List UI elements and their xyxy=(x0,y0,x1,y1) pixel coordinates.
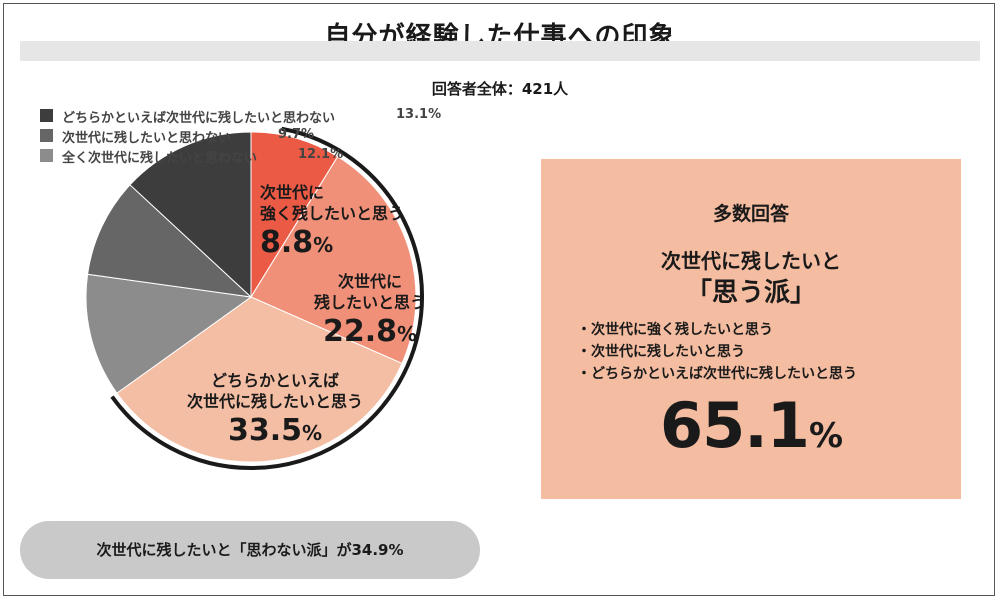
pie-label-line: 次世代に xyxy=(337,272,402,291)
summary-box: 多数回答 次世代に残したいと 「思う派」 ・次世代に強く残したいと思う ・次世代… xyxy=(541,159,961,499)
pie-slice-not-at-all xyxy=(85,273,253,394)
pie-value-unit: % xyxy=(313,233,334,257)
pie-label-line: 残したいと思う xyxy=(313,293,426,312)
summary-list-item: ・次世代に強く残したいと思う xyxy=(577,322,773,338)
pie-value-unit: % xyxy=(396,322,418,346)
legend-label: どちらかといえば次世代に残したいと思わない xyxy=(62,111,336,126)
pie-slice-want xyxy=(250,155,417,365)
pie-label-line: 次世代に残したいと思う xyxy=(186,392,363,411)
chart-subtitle: 回答者全体：421人 xyxy=(431,80,569,98)
pie-label-line: どちらかといえば xyxy=(210,371,339,390)
legend-label: 次世代に残したいと思わない xyxy=(62,131,232,146)
legend-value: 13.1% xyxy=(396,107,442,122)
legend-label: 全く次世代に残したいと思わない xyxy=(62,151,258,166)
pie-value-unit: % xyxy=(301,421,323,445)
pie-slice-somewhat xyxy=(116,296,403,463)
summary-list: ・次世代に強く残したいと思う ・次世代に残したいと思う ・どちらかといえば次世代… xyxy=(577,319,857,385)
pie-label-line: 強く残したいと思う xyxy=(260,204,405,223)
pie-slice-somewhat-not xyxy=(129,131,252,299)
pie-label-line: 次世代に xyxy=(260,183,325,202)
summary-list-item: ・どちらかといえば次世代に残したいと思う xyxy=(577,366,857,382)
legend-value: 9.7% xyxy=(278,127,315,142)
summary-line2: 「思う派」 xyxy=(685,278,816,308)
summary-total: 65.1% xyxy=(541,389,961,462)
bottom-note: 次世代に残したいと「思わない派」が34.9% xyxy=(20,521,480,579)
pie-outer-arc xyxy=(110,126,424,470)
summary-total-unit: % xyxy=(808,416,843,456)
summary-list-item: ・次世代に残したいと思う xyxy=(577,344,745,360)
summary-heading: 多数回答 xyxy=(712,203,789,225)
legend-swatch xyxy=(40,129,53,142)
legend-swatch xyxy=(40,109,53,122)
pie-value: 33.5 xyxy=(227,413,302,448)
pie-label-strongly: 次世代に 強く残したいと思う 8.8% xyxy=(260,182,404,264)
title-band xyxy=(20,41,980,61)
legend-swatch xyxy=(40,149,53,162)
pie-slice-not xyxy=(87,184,253,298)
pie-value: 8.8 xyxy=(260,225,314,260)
pie-slice-strongly xyxy=(250,131,339,299)
summary-line1: 次世代に残したいと xyxy=(661,249,841,273)
pie-label-somewhat: どちらかといえば 次世代に残したいと思う 33.5% xyxy=(160,370,390,452)
pie-label-want: 次世代に 残したいと思う 22.8% xyxy=(295,271,445,353)
pie-value: 22.8 xyxy=(322,314,397,349)
legend-value: 12.1% xyxy=(298,147,344,162)
summary-total-value: 65.1 xyxy=(659,389,810,462)
